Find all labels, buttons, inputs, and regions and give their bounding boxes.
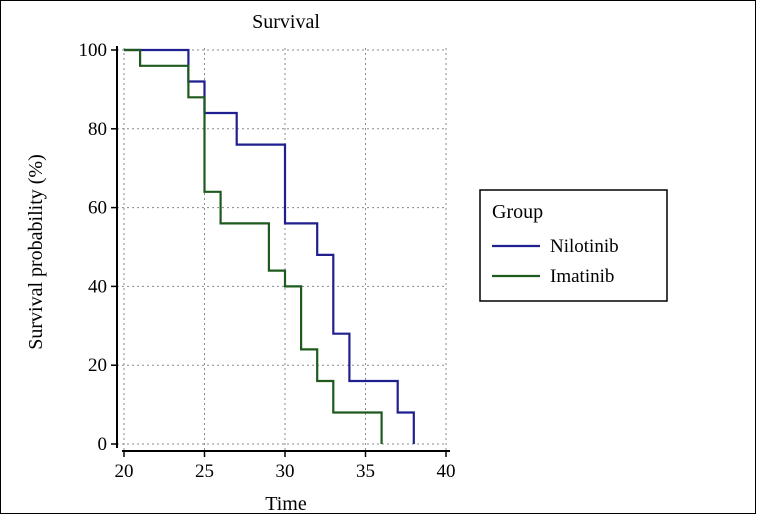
legend-label-nilotinib: Nilotinib bbox=[550, 236, 619, 257]
y-tick-label: 60 bbox=[88, 198, 107, 219]
legend-title: Group bbox=[492, 201, 543, 223]
x-tick-label: 40 bbox=[437, 461, 456, 482]
x-tick-label: 20 bbox=[115, 461, 134, 482]
series-line-nilotinib bbox=[124, 48, 415, 444]
legend-box bbox=[479, 189, 668, 302]
x-axis-label: Time bbox=[265, 493, 307, 515]
x-tick-label: 35 bbox=[356, 461, 375, 482]
y-tick-label: 80 bbox=[88, 119, 107, 140]
y-tick-label: 20 bbox=[88, 355, 107, 376]
legend-label-imatinib: Imatinib bbox=[550, 266, 614, 287]
x-tick-label: 30 bbox=[276, 461, 295, 482]
x-ticks: 20 25 30 35 40 bbox=[115, 451, 456, 482]
chart-title: Survival bbox=[252, 11, 320, 33]
axes bbox=[116, 46, 450, 452]
y-tick-label: 40 bbox=[88, 276, 107, 297]
y-tick-label: 0 bbox=[98, 434, 108, 455]
y-tick-label: 100 bbox=[79, 40, 108, 61]
grid bbox=[117, 48, 447, 451]
legend: Group Nilotinib Imatinib bbox=[479, 189, 668, 302]
series-line-imatinib bbox=[124, 48, 383, 444]
series-lines bbox=[124, 48, 415, 444]
y-ticks: 0 20 40 60 80 100 bbox=[79, 40, 117, 455]
y-axis-label: Survival probability (%) bbox=[25, 154, 47, 350]
x-tick-label: 25 bbox=[195, 461, 214, 482]
